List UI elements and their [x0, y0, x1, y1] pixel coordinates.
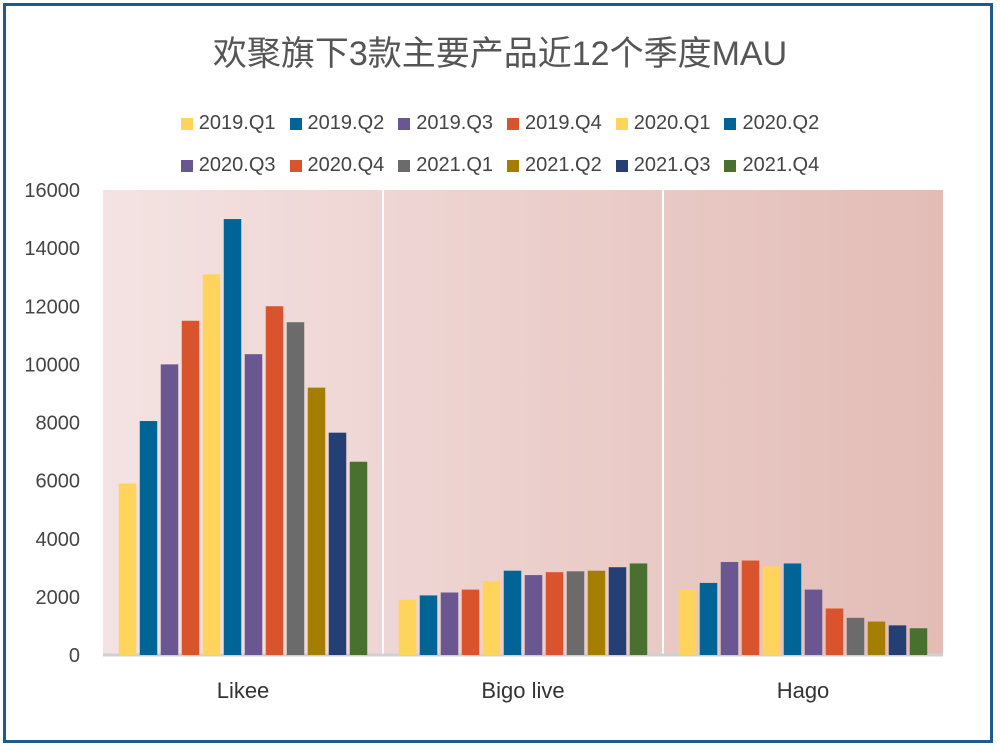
legend-item: 2021.Q3: [615, 154, 711, 177]
legend-label: 2019.Q2: [307, 112, 385, 134]
legend-swatch: [724, 117, 737, 130]
bar: [762, 566, 781, 655]
legend-row-2: 2020.Q3 2020.Q4 2021.Q1 2021.Q2 2021.Q3 2021.…: [0, 154, 1000, 177]
bar: [804, 589, 823, 655]
legend-label: 2021.Q4: [742, 154, 820, 176]
bar: [566, 571, 585, 655]
y-tick-label: 4000: [36, 529, 81, 551]
legend-item: 2019.Q4: [507, 112, 602, 135]
legend-swatch: [615, 117, 628, 130]
legend-swatch: [724, 159, 737, 172]
y-tick-label: 0: [69, 645, 80, 667]
legend-item: 2021.Q1: [398, 154, 493, 177]
y-tick-label: 6000: [36, 471, 81, 493]
bar: [608, 567, 627, 655]
bar: [825, 608, 844, 655]
bar: [349, 461, 368, 655]
y-tick-label: 14000: [24, 238, 80, 260]
legend-swatch: [398, 159, 411, 172]
bar: [160, 364, 179, 655]
bar: [139, 421, 158, 655]
legend-item: 2020.Q3: [180, 154, 276, 177]
x-category-label: Likee: [217, 678, 270, 703]
bar: [524, 575, 543, 655]
bar: [720, 562, 739, 655]
bar: [909, 628, 928, 655]
bar: [678, 589, 697, 655]
x-category-label: Hago: [777, 678, 830, 703]
bar: [699, 582, 718, 655]
y-tick-label: 16000: [24, 180, 80, 202]
bar: [118, 483, 137, 655]
legend-label: 2019.Q1: [198, 112, 276, 134]
legend-item: 2019.Q2: [289, 112, 385, 135]
legend-swatch: [180, 159, 193, 172]
legend-label: 2020.Q3: [198, 154, 276, 176]
bar: [503, 570, 522, 655]
legend-swatch: [289, 117, 302, 130]
bar: [419, 595, 438, 655]
bar: [202, 274, 221, 655]
plot-background: [103, 190, 943, 655]
y-tick-label: 10000: [24, 354, 80, 376]
bar: [783, 563, 802, 655]
legend-label: 2021.Q2: [525, 154, 602, 176]
bar: [286, 322, 305, 655]
bar: [398, 599, 417, 655]
bar: [440, 592, 459, 655]
bar: [244, 354, 263, 655]
legend-label: 2019.Q3: [416, 112, 493, 134]
legend-item: 2019.Q1: [180, 112, 276, 135]
bar: [888, 625, 907, 655]
legend-item: 2019.Q3: [398, 112, 493, 135]
legend-item: 2020.Q4: [289, 154, 385, 177]
legend-swatch: [180, 117, 193, 130]
bar: [461, 589, 480, 655]
legend-item: 2020.Q2: [724, 112, 819, 135]
legend-item: 2021.Q4: [724, 154, 819, 177]
legend-label: 2021.Q1: [416, 154, 493, 176]
y-tick-label: 2000: [36, 587, 81, 609]
bar: [307, 387, 326, 655]
bar: [587, 570, 606, 655]
legend-row-1: 2019.Q1 2019.Q2 2019.Q3 2019.Q4 2020.Q1 2020.…: [0, 112, 1000, 135]
x-category-label: Bigo live: [481, 678, 564, 703]
legend-label: 2021.Q3: [633, 154, 711, 176]
legend-label: 2020.Q2: [742, 112, 820, 134]
bar: [629, 563, 648, 655]
bar: [545, 572, 564, 655]
legend-item: 2020.Q1: [615, 112, 711, 135]
bar: [181, 320, 200, 655]
bar: [482, 580, 501, 655]
legend-label: 2020.Q4: [307, 154, 385, 176]
y-tick-label: 8000: [36, 413, 81, 435]
legend-label: 2019.Q4: [525, 112, 602, 134]
bar: [265, 306, 284, 655]
legend-item: 2021.Q2: [507, 154, 602, 177]
legend-swatch: [507, 117, 519, 130]
legend-swatch: [615, 159, 628, 172]
bar: [741, 560, 760, 655]
bar: [223, 219, 242, 655]
legend-label: 2020.Q1: [633, 112, 711, 134]
bar: [328, 432, 347, 655]
chart-title: 欢聚旗下3款主要产品近12个季度MAU: [212, 35, 788, 73]
y-tick-label: 12000: [24, 296, 80, 318]
bar: [867, 621, 886, 655]
legend-swatch: [289, 159, 302, 172]
legend-swatch: [507, 159, 519, 172]
bar: [846, 617, 865, 655]
legend-swatch: [398, 117, 411, 130]
